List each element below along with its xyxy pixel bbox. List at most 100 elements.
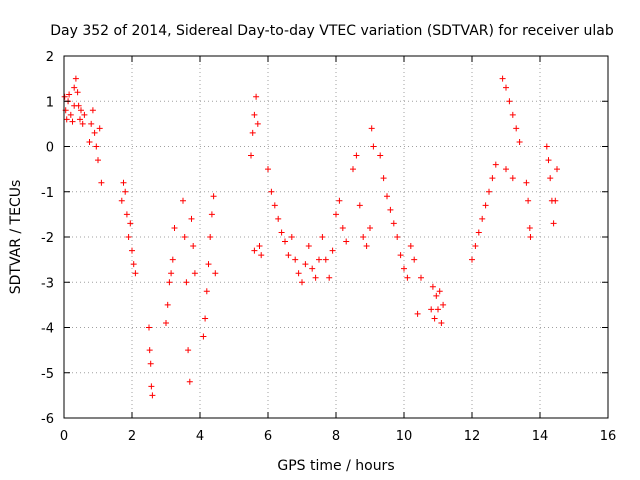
data-point-arc-06	[169, 256, 176, 263]
x-tick-label: 10	[396, 429, 413, 444]
data-point-arc-19	[525, 197, 532, 204]
data-point-arc-11	[305, 243, 312, 250]
data-point-arc-03	[86, 138, 93, 145]
data-point-arc-14	[377, 152, 384, 159]
data-point-arc-13	[360, 234, 367, 240]
data-point-arc-08	[202, 315, 209, 322]
y-tick-label: 0	[46, 141, 54, 156]
grid-layer	[64, 56, 608, 418]
data-point-arc-08	[200, 333, 207, 340]
data-point-arc-07	[191, 270, 198, 277]
data-point-arc-02	[78, 107, 84, 114]
data-point-arc-18	[516, 138, 523, 145]
data-point-arc-12	[326, 274, 333, 281]
data-point-arc-14	[404, 274, 411, 281]
x-tick-label: 16	[600, 429, 617, 444]
data-point-arc-02	[81, 111, 88, 118]
data-point-arc-07	[186, 378, 193, 385]
data-point-arc-08	[212, 270, 219, 277]
data-point-arc-18	[506, 98, 513, 105]
data-point-arc-11	[312, 274, 319, 281]
data-point-arc-14	[384, 193, 390, 200]
data-point-arc-08	[203, 288, 210, 295]
data-point-arc-02	[71, 84, 78, 91]
data-point-arc-20	[550, 220, 557, 227]
data-point-arc-17	[472, 243, 479, 250]
data-point-arc-04	[132, 270, 139, 277]
data-point-arc-18	[509, 175, 516, 182]
x-tick-label: 12	[464, 429, 481, 444]
data-point-arc-14	[397, 252, 404, 259]
data-point-arc-04	[123, 211, 130, 218]
x-tick-label: 0	[60, 429, 68, 444]
data-point-arc-01	[67, 111, 74, 118]
data-point-arc-03	[96, 125, 103, 132]
data-point-arc-20	[547, 175, 554, 182]
data-point-arc-12	[322, 256, 329, 263]
data-point-arc-18	[513, 125, 520, 132]
data-point-arc-03	[93, 143, 100, 150]
data-point-arc-11	[295, 270, 302, 277]
data-point-arc-12	[339, 224, 346, 231]
data-point-arc-18	[509, 111, 516, 118]
x-axis-label: GPS time / hours	[277, 458, 394, 474]
data-point-arc-14	[390, 220, 397, 227]
data-point-arc-04	[120, 179, 127, 186]
data-point-arc-06	[168, 270, 175, 277]
data-point-arc-11	[292, 256, 299, 263]
data-point-arc-20	[545, 157, 552, 164]
data-point-arc-11	[309, 265, 316, 272]
data-point-arc-16	[440, 301, 447, 308]
data-point-arc-14	[380, 175, 387, 182]
data-point-arc-14	[394, 234, 401, 240]
data-point-arc-17	[492, 161, 499, 168]
data-point-arc-13	[368, 125, 375, 132]
data-point-arc-11	[299, 279, 305, 286]
data-point-arc-18	[503, 166, 509, 173]
y-tick-label: -2	[41, 231, 54, 246]
data-point-arc-06	[163, 319, 169, 326]
data-point-arc-16	[433, 292, 440, 299]
data-point-arc-03	[91, 129, 98, 136]
data-point-arc-13	[353, 152, 360, 159]
data-point-arc-09	[249, 129, 256, 136]
data-point-arc-09	[251, 111, 258, 118]
data-point-arc-07	[180, 197, 186, 204]
data-point-arc-10	[275, 215, 282, 222]
data-point-arc-04	[130, 261, 137, 268]
y-tick-label: -3	[41, 276, 54, 291]
data-point-arc-05	[146, 324, 152, 331]
ticks-layer	[63, 55, 609, 419]
data-point-arc-10	[285, 252, 292, 259]
chart-title: Day 352 of 2014, Sidereal Day-to-day VTE…	[50, 23, 614, 39]
data-point-arc-09	[253, 93, 260, 100]
data-point-arc-01	[66, 91, 73, 98]
data-point-arc-13	[367, 224, 373, 231]
data-point-arc-10	[282, 238, 288, 245]
data-point-arc-16	[428, 306, 435, 313]
data-point-arc-12	[343, 238, 350, 245]
data-point-arc-02	[76, 116, 83, 123]
data-point-arc-02	[75, 102, 82, 109]
data-point-arc-05	[149, 392, 156, 399]
data-point-arc-13	[350, 166, 356, 173]
data-point-arc-03	[98, 179, 105, 186]
data-point-arc-03	[89, 107, 96, 114]
data-point-arc-12	[336, 197, 343, 204]
x-tick-label: 14	[532, 429, 549, 444]
data-point-arc-07	[181, 234, 188, 240]
data-point-arc-15	[418, 274, 424, 281]
data-point-arc-10	[265, 166, 271, 173]
data-point-arc-04	[122, 188, 129, 195]
data-point-arc-10	[271, 202, 278, 209]
data-point-arc-09	[251, 247, 258, 254]
y-tick-label: -4	[41, 322, 54, 337]
data-point-arc-14	[387, 206, 394, 213]
data-point-arc-17	[469, 256, 475, 263]
data-point-arc-06	[164, 301, 171, 308]
data-point-arc-09	[254, 120, 261, 127]
data-point-arc-13	[363, 243, 370, 250]
data-point-arc-17	[475, 229, 482, 236]
data-point-arc-08	[207, 234, 214, 240]
